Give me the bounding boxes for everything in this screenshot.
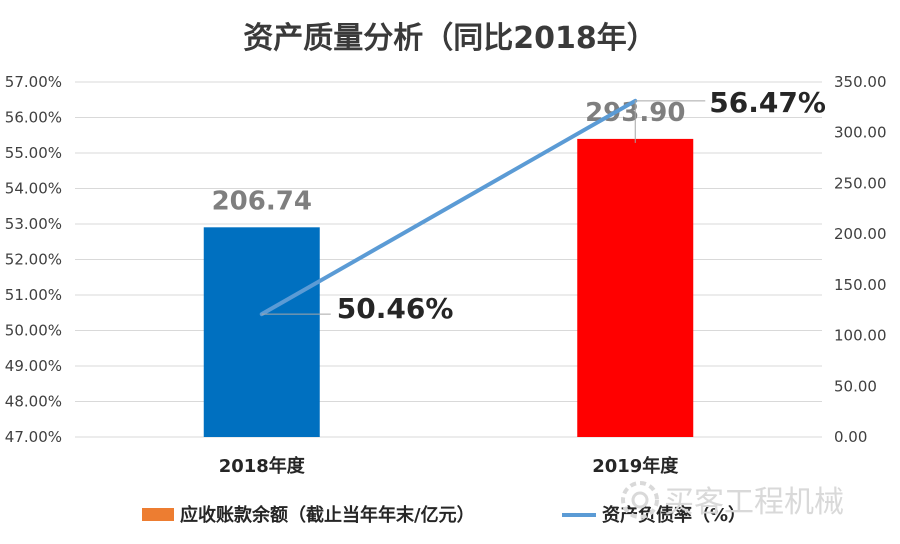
left-tick-label: 56.00%: [5, 109, 62, 127]
gear-icon: [621, 481, 659, 519]
left-tick-label: 50.00%: [5, 322, 62, 340]
right-tick-label: 200.00: [834, 225, 887, 243]
left-tick-label: 48.00%: [5, 393, 62, 411]
left-tick-label: 49.00%: [5, 357, 62, 375]
left-tick-label: 53.00%: [5, 215, 62, 233]
bar: [577, 138, 694, 437]
legend-bar-label: 应收账款余额（截止当年年末/亿元）: [180, 504, 475, 526]
leader-line: [634, 100, 706, 143]
grid-lines: [75, 81, 822, 438]
right-tick-label: 300.00: [834, 124, 887, 142]
left-tick-label: 51.00%: [5, 286, 62, 304]
series-line: [259, 98, 638, 317]
left-axis: 47.00% 48.00% 49.00% 50.00% 51.00% 52.00% 53.0…: [5, 73, 62, 446]
left-tick-label: 52.00%: [5, 251, 62, 269]
chart-title: 资产质量分析（同比2018年）: [243, 21, 657, 56]
line-value-label: 50.46%: [337, 292, 454, 325]
line-value-label: 56.47%: [709, 86, 826, 119]
left-tick-label: 54.00%: [5, 180, 62, 198]
category-label: 2019年度: [592, 455, 679, 477]
watermark: 买客工程机械: [621, 481, 844, 520]
bar: [203, 227, 320, 437]
bar-value-label: 206.74: [212, 186, 312, 216]
right-tick-label: 0.00: [834, 428, 867, 446]
watermark-text: 买客工程机械: [664, 485, 844, 520]
legend-bar-swatch: [142, 508, 174, 521]
legend: 应收账款余额（截止当年年末/亿元） 资产负债率（%）: [142, 504, 746, 526]
category-label: 2018年度: [219, 455, 306, 477]
right-tick-label: 150.00: [834, 276, 887, 294]
line-series: 50.46% 56.47%: [259, 86, 826, 325]
right-tick-label: 50.00: [834, 377, 877, 395]
right-axis: 0.00 50.00 100.00 150.00 200.00 250.00 300.00 3…: [834, 73, 887, 446]
right-tick-label: 100.00: [834, 327, 887, 345]
left-tick-label: 55.00%: [5, 144, 62, 162]
legend-line-label: 资产负债率（%）: [602, 504, 746, 526]
right-tick-label: 350.00: [834, 73, 887, 91]
left-tick-label: 57.00%: [5, 73, 62, 91]
category-axis: 2018年度 2019年度: [219, 455, 680, 477]
right-tick-label: 250.00: [834, 174, 887, 192]
left-tick-label: 47.00%: [5, 428, 62, 446]
